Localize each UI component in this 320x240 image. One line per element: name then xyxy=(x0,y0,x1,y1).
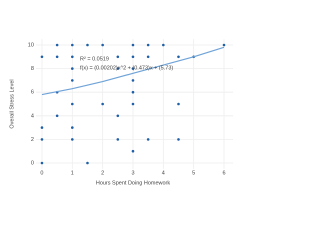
point xyxy=(86,43,89,47)
point xyxy=(71,55,74,59)
point xyxy=(71,79,74,82)
annotation: R² = 0.0519 xyxy=(80,56,109,62)
point xyxy=(177,102,180,106)
x-axis-title: Hours Spent Doing Homework xyxy=(96,180,171,186)
point xyxy=(131,43,135,47)
y-tick-label: 4 xyxy=(31,113,34,119)
annotation: f(x) = (0.00202)x^2 + (0.473)x + (5.73) xyxy=(80,65,173,71)
chart: Hours Spent Doing Homework Overall Stres… xyxy=(9,39,234,186)
point xyxy=(55,55,59,59)
trend-line xyxy=(41,46,225,96)
point xyxy=(40,138,44,141)
point xyxy=(146,138,150,141)
point xyxy=(40,55,44,59)
point xyxy=(131,90,135,94)
point xyxy=(116,55,120,59)
x-tick-label: 5 xyxy=(192,170,195,176)
x-tick-label: 2 xyxy=(101,170,104,176)
x-tick-label: 4 xyxy=(162,170,165,176)
point xyxy=(162,43,165,47)
point xyxy=(55,114,59,118)
point xyxy=(101,102,104,106)
point xyxy=(71,102,74,106)
point xyxy=(116,67,120,70)
point xyxy=(146,55,150,59)
point xyxy=(222,43,226,47)
x-tick-label: 0 xyxy=(40,170,43,176)
point xyxy=(131,79,135,82)
point xyxy=(40,161,44,165)
point xyxy=(71,138,74,141)
point xyxy=(101,43,104,47)
x-tick-label: 6 xyxy=(222,170,225,176)
point xyxy=(131,55,135,59)
point xyxy=(131,149,135,153)
point xyxy=(86,161,89,165)
y-tick-label: 6 xyxy=(31,90,34,96)
point xyxy=(40,126,44,129)
point xyxy=(71,43,74,47)
point xyxy=(131,67,135,70)
y-tick-label: 0 xyxy=(31,160,34,166)
y-axis-title: Overall Stress Level xyxy=(9,79,15,128)
point xyxy=(116,138,120,141)
point xyxy=(55,43,59,47)
y-tick-label: 2 xyxy=(31,137,34,143)
point xyxy=(177,138,180,141)
x-tick-label: 3 xyxy=(131,170,134,176)
point xyxy=(177,55,180,59)
y-tick-label: 8 xyxy=(31,66,34,72)
point xyxy=(71,126,74,129)
y-tick-label: 10 xyxy=(28,42,34,48)
x-tick-label: 1 xyxy=(71,170,74,176)
point xyxy=(71,67,74,70)
point xyxy=(131,102,135,106)
point xyxy=(116,114,120,118)
point xyxy=(146,43,150,47)
